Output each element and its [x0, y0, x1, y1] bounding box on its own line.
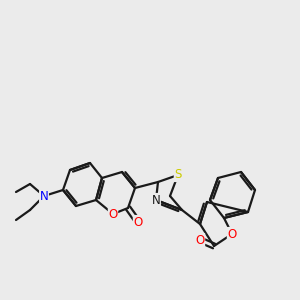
- Text: S: S: [174, 169, 182, 182]
- Text: N: N: [40, 190, 48, 202]
- Text: O: O: [108, 208, 118, 220]
- Text: O: O: [195, 233, 205, 247]
- Text: O: O: [227, 227, 237, 241]
- Text: N: N: [152, 194, 160, 206]
- Text: O: O: [134, 215, 142, 229]
